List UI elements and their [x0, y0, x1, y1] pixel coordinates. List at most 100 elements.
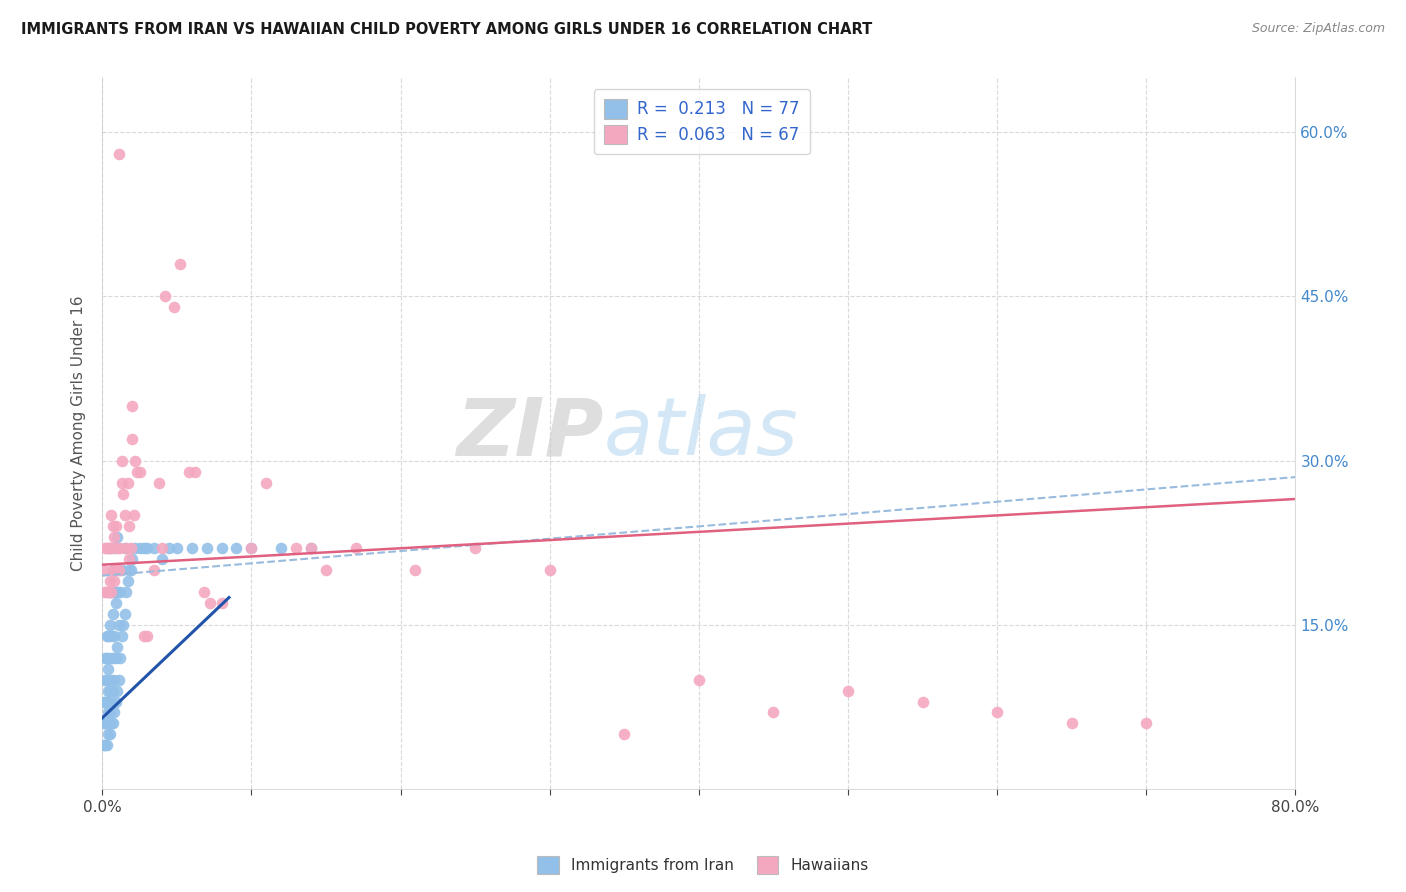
Point	[105, 530, 128, 544]
Point	[94, 673, 117, 687]
Point	[153, 289, 176, 303]
Point	[128, 541, 150, 556]
Point	[163, 301, 186, 315]
Point	[103, 530, 125, 544]
Point	[97, 629, 120, 643]
Point	[225, 541, 247, 556]
Point	[143, 541, 166, 556]
Point	[112, 486, 135, 500]
Point	[143, 563, 166, 577]
Point	[107, 563, 129, 577]
Point	[97, 727, 120, 741]
Point	[121, 432, 143, 446]
Point	[117, 574, 139, 588]
Point	[180, 541, 202, 556]
Point	[121, 552, 143, 566]
Point	[115, 541, 138, 556]
Point	[136, 541, 159, 556]
Point	[404, 563, 426, 577]
Point	[315, 563, 337, 577]
Point	[104, 563, 127, 577]
Point	[107, 563, 129, 577]
Point	[211, 541, 233, 556]
Point	[97, 585, 120, 599]
Point	[97, 662, 120, 676]
Point	[100, 694, 122, 708]
Point	[107, 673, 129, 687]
Point	[103, 706, 125, 720]
Point	[150, 552, 173, 566]
Y-axis label: Child Poverty Among Girls Under 16: Child Poverty Among Girls Under 16	[72, 295, 86, 571]
Point	[464, 541, 486, 556]
Point	[112, 618, 135, 632]
Point	[96, 694, 118, 708]
Point	[100, 716, 122, 731]
Point	[169, 256, 191, 270]
Point	[166, 541, 188, 556]
Point	[270, 541, 292, 556]
Point	[132, 629, 155, 643]
Point	[94, 541, 117, 556]
Point	[118, 563, 141, 577]
Point	[94, 650, 117, 665]
Point	[100, 629, 122, 643]
Point	[136, 629, 159, 643]
Point	[98, 683, 121, 698]
Point	[101, 716, 124, 731]
Legend: R =  0.213   N = 77, R =  0.063   N = 67: R = 0.213 N = 77, R = 0.063 N = 67	[593, 89, 810, 154]
Point	[195, 541, 218, 556]
Point	[98, 727, 121, 741]
Point	[93, 739, 115, 753]
Point	[101, 519, 124, 533]
Point	[104, 650, 127, 665]
Point	[98, 585, 121, 599]
Point	[108, 650, 131, 665]
Point	[198, 596, 221, 610]
Point	[98, 541, 121, 556]
Point	[193, 585, 215, 599]
Point	[118, 519, 141, 533]
Point	[101, 683, 124, 698]
Point	[688, 673, 710, 687]
Point	[93, 716, 115, 731]
Point	[100, 508, 122, 523]
Point	[114, 508, 136, 523]
Point	[110, 453, 132, 467]
Point	[101, 607, 124, 621]
Text: Source: ZipAtlas.com: Source: ZipAtlas.com	[1251, 22, 1385, 36]
Point	[120, 541, 142, 556]
Point	[100, 585, 122, 599]
Point	[98, 706, 121, 720]
Point	[183, 465, 205, 479]
Point	[148, 475, 170, 490]
Point	[986, 706, 1008, 720]
Point	[211, 596, 233, 610]
Point	[125, 465, 148, 479]
Point	[94, 694, 117, 708]
Point	[93, 563, 115, 577]
Point	[105, 541, 128, 556]
Point	[837, 683, 859, 698]
Point	[254, 475, 277, 490]
Point	[108, 585, 131, 599]
Legend: Immigrants from Iran, Hawaiians: Immigrants from Iran, Hawaiians	[531, 850, 875, 880]
Point	[96, 585, 118, 599]
Point	[93, 694, 115, 708]
Point	[107, 147, 129, 161]
Point	[1135, 716, 1157, 731]
Point	[108, 541, 131, 556]
Point	[98, 650, 121, 665]
Point	[124, 453, 146, 467]
Point	[285, 541, 308, 556]
Point	[177, 465, 200, 479]
Point	[107, 618, 129, 632]
Point	[105, 683, 128, 698]
Point	[132, 541, 155, 556]
Point	[104, 596, 127, 610]
Point	[97, 683, 120, 698]
Point	[128, 465, 150, 479]
Point	[96, 650, 118, 665]
Point	[762, 706, 785, 720]
Point	[100, 585, 122, 599]
Point	[115, 585, 138, 599]
